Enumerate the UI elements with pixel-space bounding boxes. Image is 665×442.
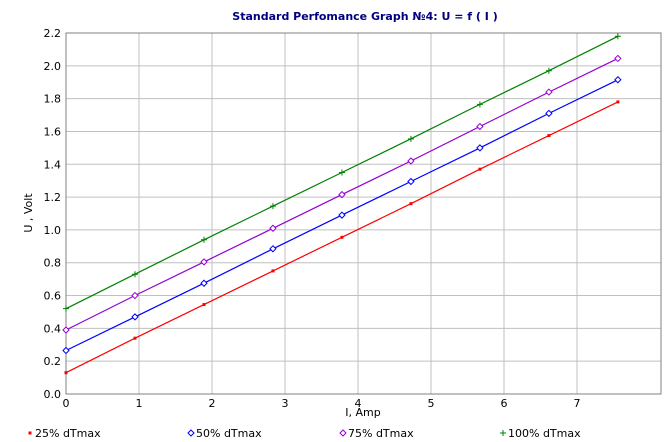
y-tick-label: 0.4 [44, 322, 62, 335]
x-tick-label: 5 [428, 397, 435, 410]
plot-area-border [65, 32, 662, 395]
data-point-marker [500, 430, 506, 436]
data-point-marker [63, 305, 69, 312]
y-tick-label: 1.8 [44, 93, 62, 106]
data-point-marker [616, 100, 620, 104]
data-point-marker [407, 157, 415, 165]
x-axis-ticks: 0 1 2 3 4 5 6 7 [63, 397, 581, 410]
data-point-marker [476, 144, 484, 152]
data-point-marker [131, 291, 139, 300]
data-point-marker [187, 429, 195, 437]
y-tick-label: 0.6 [44, 290, 62, 303]
data-point-marker [271, 269, 275, 273]
data-point-marker [133, 336, 137, 340]
data-point-marker [200, 236, 207, 243]
x-tick-label: 2 [209, 397, 216, 410]
series-group [62, 33, 622, 375]
data-point-marker [62, 326, 70, 334]
data-point-marker [64, 371, 68, 375]
data-point-marker [545, 88, 553, 96]
chart-title: Standard Perfomance Graph №4: U = f ( I … [232, 10, 497, 23]
x-tick-label: 0 [63, 397, 70, 410]
y-tick-label: 2.2 [44, 27, 62, 40]
data-point-marker [340, 235, 344, 239]
data-point-marker [407, 177, 415, 186]
x-tick-label: 1 [136, 397, 143, 410]
data-point-marker [339, 429, 347, 437]
legend: 25% dTmax 50% dTmax 75% dTmax 100% dTmax [28, 427, 581, 440]
legend-label: 100% dTmax [508, 427, 581, 440]
series-50-dtmax [62, 76, 622, 355]
x-axis-label: I, Amp [345, 406, 380, 419]
data-point-marker [269, 224, 277, 232]
data-point-marker [545, 109, 553, 118]
data-point-marker [547, 134, 551, 138]
legend-item: 50% dTmax [187, 427, 262, 440]
data-point-marker [202, 303, 206, 307]
legend-label: 75% dTmax [348, 427, 414, 440]
data-point-marker [407, 135, 414, 142]
y-axis-label: U , Volt [22, 193, 35, 233]
data-point-marker [614, 54, 622, 63]
data-point-marker [409, 202, 413, 206]
y-tick-label: 1.2 [44, 191, 62, 204]
x-tick-label: 3 [282, 397, 289, 410]
data-point-marker [269, 245, 277, 253]
y-tick-label: 1.6 [44, 125, 62, 138]
legend-label: 50% dTmax [196, 427, 262, 440]
data-point-marker [476, 122, 484, 131]
data-point-marker [545, 67, 552, 74]
y-tick-label: 1.0 [44, 224, 62, 237]
y-axis-ticks: 0.0 0.2 0.4 0.6 0.8 1.0 1.2 1.4 1.6 1.8 2.0 2.2 [44, 27, 62, 401]
y-tick-label: 0.0 [44, 388, 62, 401]
data-point-marker [614, 76, 622, 84]
data-point-marker [28, 431, 32, 435]
series-75-dtmax [62, 54, 622, 334]
data-point-marker [476, 101, 483, 108]
y-tick-label: 0.8 [44, 257, 62, 270]
data-point-marker [269, 203, 276, 210]
legend-label: 25% dTmax [35, 427, 101, 440]
legend-item: 25% dTmax [28, 427, 101, 440]
x-tick-label: 7 [574, 397, 581, 410]
y-tick-label: 0.2 [44, 355, 62, 368]
data-point-marker [614, 33, 621, 40]
data-point-marker [338, 190, 346, 199]
data-point-marker [338, 169, 345, 176]
series-100-dtmax [63, 33, 621, 312]
series-25-dtmax [64, 100, 620, 375]
data-point-marker [338, 211, 346, 219]
legend-item: 100% dTmax [500, 427, 581, 440]
data-point-marker [131, 313, 139, 321]
data-point-marker [62, 346, 70, 355]
grid [66, 33, 661, 394]
data-point-marker [131, 271, 138, 278]
data-point-marker [200, 258, 208, 266]
y-tick-label: 1.4 [44, 158, 62, 171]
x-tick-label: 4 [355, 397, 362, 410]
y-tick-label: 2.0 [44, 60, 62, 73]
x-tick-label: 6 [501, 397, 508, 410]
data-point-marker [200, 279, 208, 287]
data-point-marker [478, 167, 482, 171]
legend-item: 75% dTmax [339, 427, 414, 440]
